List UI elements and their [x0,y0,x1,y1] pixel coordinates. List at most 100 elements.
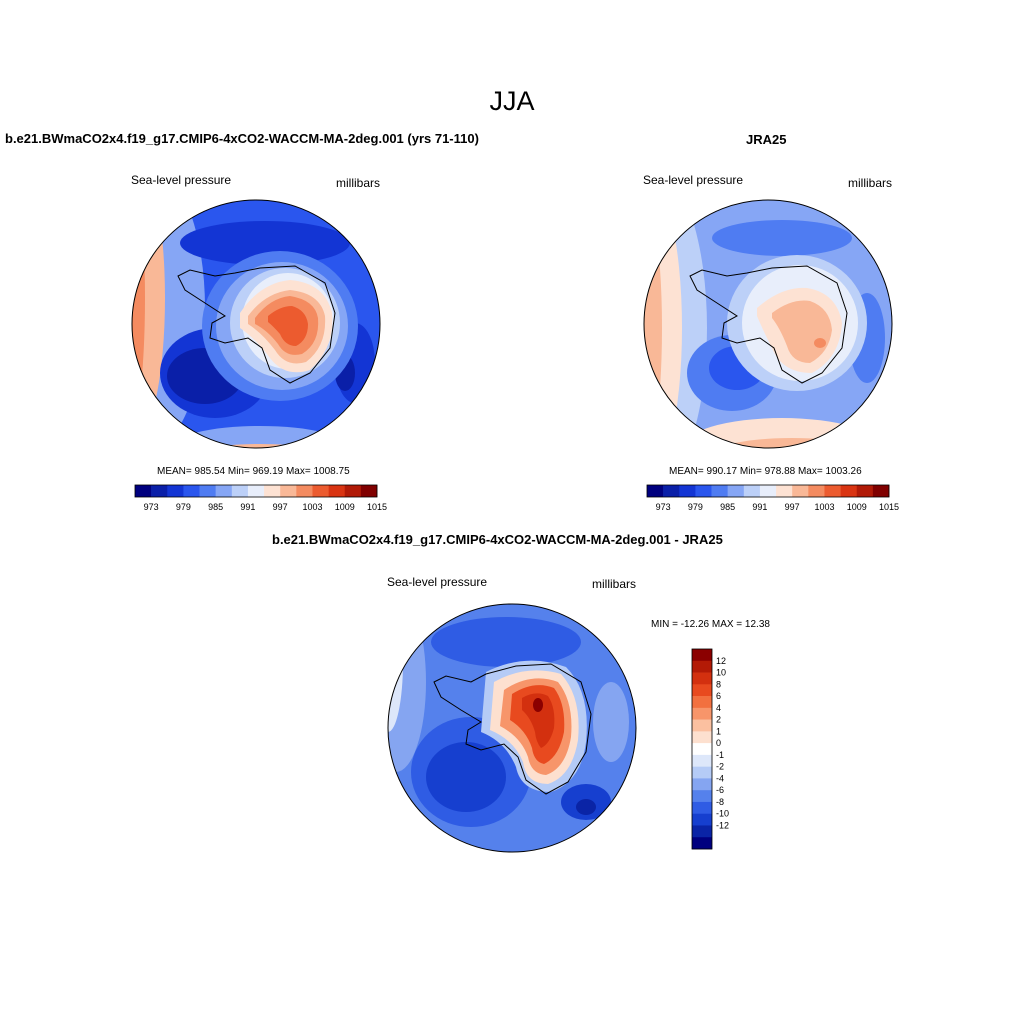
panel-3-colorbar-swatch [692,707,712,720]
panel-3-colorbar-tick-label: 12 [716,656,726,666]
panel-2-coastline [689,265,848,384]
panel-1-colorbar-swatch [151,485,168,497]
panel-3-colorbar-tick-label: -12 [716,820,729,830]
panel-2-colorbar-swatch [695,485,712,497]
panel-2-colorbar: 973 979 985 991 997 1003 1009 1015 [646,484,899,512]
panel-3-colorbar-swatch [692,660,712,673]
panel-2-units-label: millibars [848,176,893,190]
panel-1-colorbar-swatch [247,485,265,497]
panel-1-colorbar-swatch [135,485,152,497]
panel-1-coastline [177,265,336,384]
panel-3-colorbar-swatch [692,719,712,732]
panel-3-coastline [433,663,592,795]
panel-1-colorbar-swatch [215,485,233,497]
panel-3-colorbar-tick-label: -1 [716,750,724,760]
panel-3-colorbar-tick-label: -10 [716,809,729,819]
panel-1-colorbar-swatch [344,485,362,497]
panel-2-colorbar-tick-label: 991 [752,502,767,512]
panel-1-colorbar-tick-label: 991 [240,502,255,512]
panel-2-title: JRA25 [746,132,787,147]
panel-1-colorbar-tick-label: 1009 [335,502,355,512]
panel-2-colorbar-swatch [856,485,874,497]
panel-3-variable-label: Sea-level pressure [387,575,488,589]
panel-2-colorbar-swatch [647,485,664,497]
panel-3-colorbar-swatch [692,672,712,685]
panel-1-colorbar-tick-label: 1015 [367,502,387,512]
panel-3-colorbar-swatch [692,801,712,815]
panel-3-title: b.e21.BWmaCO2x4.f19_g17.CMIP6-4xCO2-WACC… [272,532,723,547]
panel-2-variable-label: Sea-level pressure [643,173,744,187]
panel-3-colorbar-swatch [692,766,712,779]
panel-1-colorbar-tick-label: 985 [208,502,223,512]
panel-1-colorbar-swatch [167,485,184,497]
panel-2-colorbar-swatch [679,485,696,497]
panel-2-colorbar-swatch [872,485,890,497]
panel-3-colorbar-tick-label: -6 [716,785,724,795]
panel-3-colorbar-tick-label: 1 [716,726,721,736]
panel-2-colorbar-tick-label: 997 [785,502,800,512]
panel-3-colorbar-swatch [692,684,712,697]
panel-1-title: b.e21.BWmaCO2x4.f19_g17.CMIP6-4xCO2-WACC… [5,131,479,146]
panel-1-colorbar-swatch [312,485,329,497]
panel-2-colorbar-tick-label: 1009 [847,502,867,512]
panel-2-colorbar-tick-label: 979 [688,502,703,512]
panel-3-colorbar-swatch [692,731,712,744]
panel-1-colorbar-swatch [264,485,281,497]
panel-2-colorbar-tick-label: 1015 [879,502,899,512]
panel-1-colorbar-tick-label: 979 [176,502,191,512]
panel-3-colorbar-tick-label: 4 [716,703,721,713]
panel-2-colorbar-swatch [727,485,745,497]
panel-2-colorbar-swatch [663,485,680,497]
panel-3-colorbar-swatch [692,790,712,803]
panel-1-colorbar-swatch [296,485,313,497]
panel-3-colorbar-swatch [692,813,712,826]
panel-2-colorbar-swatch [792,485,809,497]
panel-2-colorbar-swatch [808,485,825,497]
figure-title: JJA [489,86,535,116]
panel-2-colorbar-swatch [711,485,728,497]
panel-1-variable-label: Sea-level pressure [131,173,232,187]
panel-1-colorbar-swatch [231,485,249,497]
panel-2-polar-map [643,199,893,449]
panel-3-colorbar-tick-label: 8 [716,679,721,689]
panel-3-colorbar-swatch [692,825,712,838]
panel-3-colorbar-swatch [692,778,712,791]
panel-2-colorbar-swatch [743,485,761,497]
panel-2-colorbar-swatch [776,485,793,497]
panel-1-colorbar-tick-label: 973 [144,502,159,512]
panel-3-colorbar-tick-label: 10 [716,668,726,678]
panel-2-colorbar-tick-label: 1003 [814,502,834,512]
panel-2-map-border [643,199,893,449]
panel-2-stats: MEAN= 990.17 Min= 978.88 Max= 1003.26 [669,466,862,477]
panel-2-colorbar-tick-label: 973 [656,502,671,512]
panel-1-colorbar-swatch [360,485,378,497]
panel-1-colorbar-swatch [280,485,297,497]
panel-3-map-border [387,603,637,853]
panel-2-colorbar-swatch [840,485,858,497]
panel-3-colorbar-tick-label: 6 [716,691,721,701]
panel-1-colorbar: 973 979 985 991 997 1003 1009 1015 [134,484,387,512]
panel-1-map-border [131,199,381,449]
panel-1-stats: MEAN= 985.54 Min= 969.19 Max= 1008.75 [157,466,350,477]
panel-1-colorbar-tick-label: 997 [273,502,288,512]
panel-2-colorbar-tick-label: 985 [720,502,735,512]
panel-3-colorbar-tick-label: -4 [716,773,724,783]
panel-3-colorbar-swatch [692,837,712,850]
panel-3-colorbar-swatch [692,754,712,767]
panel-3-colorbar-tick-label: 0 [716,738,721,748]
panel-3-stats: MIN = -12.26 MAX = 12.38 [651,619,770,630]
panel-3-colorbar-tick-label: -2 [716,762,724,772]
panel-1-colorbar-tick-label: 1003 [302,502,322,512]
panel-3-colorbar-swatch [692,743,712,756]
panel-1-units-label: millibars [336,176,381,190]
panel-1-colorbar-swatch [183,485,200,497]
panel-2-colorbar-swatch [759,485,777,497]
panel-1-colorbar-swatch [199,485,216,497]
panel-3-colorbar-swatch [692,649,712,662]
panel-2-colorbar-swatch [824,485,841,497]
panel-3-units-label: millibars [592,577,637,591]
panel-3-colorbar-swatch [692,696,712,709]
panel-3-colorbar-tick-label: -8 [716,797,724,807]
panel-1-colorbar-swatch [328,485,346,497]
